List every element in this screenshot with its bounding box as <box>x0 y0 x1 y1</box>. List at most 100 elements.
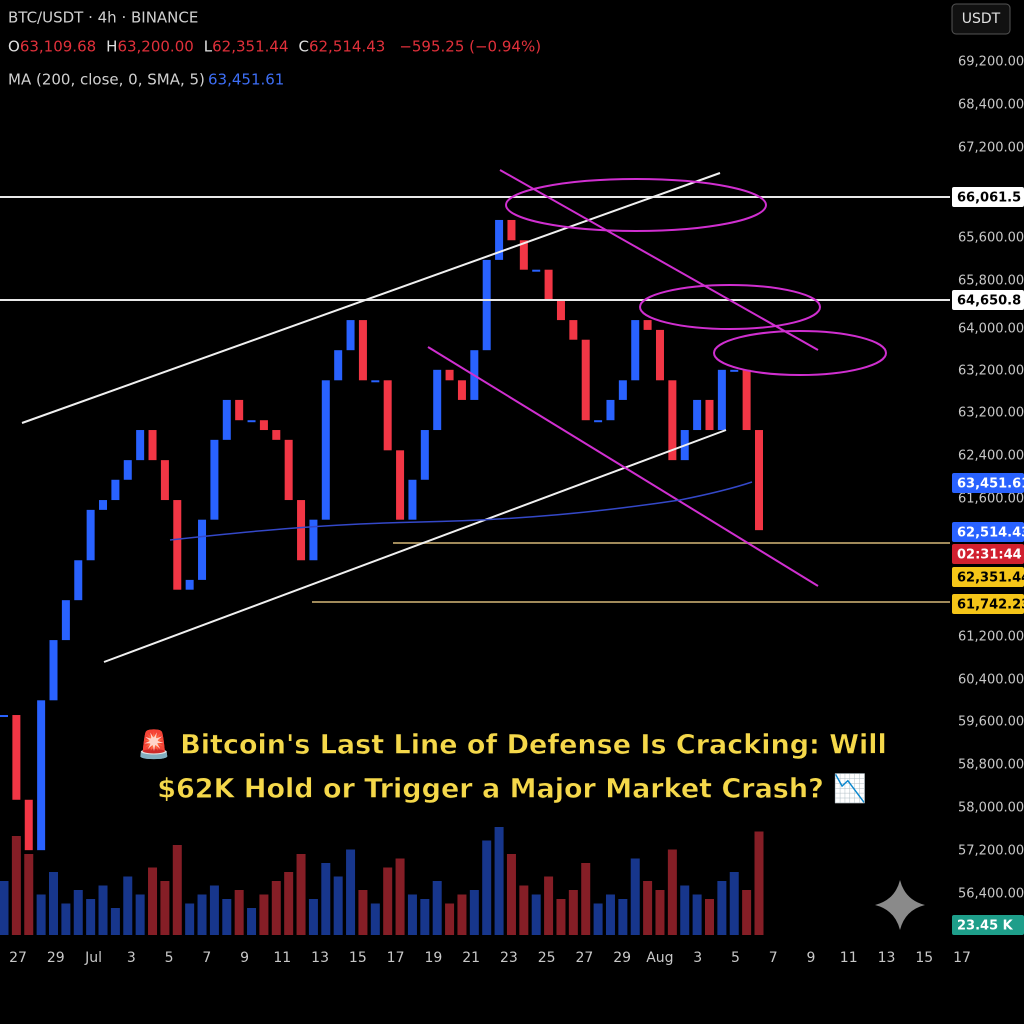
candle-body <box>247 420 256 423</box>
candle-body <box>643 320 652 330</box>
price-badge-text: 62,351.44 <box>957 571 1024 586</box>
highlight-ellipse <box>505 178 767 232</box>
axis-labels: 69,200.00 68,400.00 67,200.00 65,600.00 65,8… <box>9 55 1024 966</box>
price-label: 65,800.00 <box>958 274 1024 289</box>
currency-box[interactable] <box>951 3 1011 35</box>
candle-body <box>235 399 244 421</box>
candle-body <box>742 369 751 431</box>
candle-body <box>37 700 46 851</box>
volume-bar <box>86 899 96 935</box>
price-label: 56,400.00 <box>958 887 1024 902</box>
candle-body <box>668 380 677 461</box>
candle-body <box>495 219 504 260</box>
volume-bar <box>234 890 244 935</box>
ohlc-key: O <box>8 38 20 56</box>
volume-bar <box>49 872 59 935</box>
currency[interactable]: USDT <box>962 11 1001 27</box>
candle-body <box>433 369 442 431</box>
candle-body <box>259 420 268 431</box>
candle-body <box>148 430 157 461</box>
candle-body <box>631 320 640 381</box>
volume-bar <box>457 894 467 935</box>
candle-body <box>99 500 108 510</box>
date-label: 27 <box>575 950 593 966</box>
volume-bar <box>469 890 479 935</box>
sparkle-icon <box>875 880 925 930</box>
trend-line <box>427 346 819 587</box>
candle-body <box>61 600 70 641</box>
price-badge-text: 66,061.5 <box>957 191 1021 206</box>
candle-body <box>160 460 169 501</box>
volume-bar <box>593 903 603 935</box>
candle-body <box>12 715 21 800</box>
volume-bar <box>506 854 516 935</box>
headline: 🚨 Bitcoin's Last Line of Defense Is Crac… <box>137 728 887 805</box>
volume-bar <box>494 827 504 935</box>
volume-bar <box>98 885 108 935</box>
volume-bar <box>445 903 455 935</box>
date-label: Jul <box>84 950 102 966</box>
date-label: 9 <box>806 950 815 966</box>
volume-bar <box>630 858 640 935</box>
annotations <box>0 169 950 930</box>
candle-body <box>519 240 528 270</box>
price-badge <box>952 473 1024 493</box>
date-label: 27 <box>9 950 27 966</box>
price-label: 69,200.00 <box>958 55 1024 70</box>
candle-body <box>49 640 58 701</box>
candle-body <box>346 320 355 351</box>
price-label: 63,200.00 <box>958 406 1024 421</box>
price-badge <box>952 594 1024 614</box>
candle-body <box>371 380 380 383</box>
candle-body <box>581 339 590 421</box>
candle-body <box>457 380 466 400</box>
candle-body <box>198 519 207 580</box>
ohlc-key: L <box>204 38 213 56</box>
date-label: 25 <box>538 950 556 966</box>
volume-bar <box>308 899 318 935</box>
price-badge <box>952 522 1024 542</box>
candle-body <box>0 715 8 718</box>
symbol: BTC/USDT · 4h · BINANCE <box>8 9 198 27</box>
ma-line <box>169 481 753 541</box>
volume-bar <box>73 890 83 935</box>
volume-bar <box>754 831 764 935</box>
candle-body <box>309 519 318 561</box>
price-label: 67,200.00 <box>958 141 1024 156</box>
volume-bar <box>24 854 34 935</box>
date-label: 5 <box>731 950 740 966</box>
candle-body <box>408 479 417 520</box>
volume-bar <box>197 894 207 935</box>
price-label: 61,600.00 <box>958 492 1024 507</box>
candle-body <box>123 460 132 480</box>
volume-bar <box>61 903 71 935</box>
price-badge <box>952 567 1024 587</box>
volume-bar <box>544 876 554 935</box>
price-label: 62,400.00 <box>958 449 1024 464</box>
headline-line: $62K Hold or Trigger a Major Market Cras… <box>157 773 867 805</box>
date-label: 13 <box>878 950 896 966</box>
date-label: 15 <box>915 950 933 966</box>
candle-body <box>655 329 664 381</box>
candle-body <box>297 500 306 561</box>
volume-bar <box>296 854 306 935</box>
candle-body <box>173 500 182 590</box>
ohlc-key: C <box>298 38 308 56</box>
candle-body <box>445 369 454 381</box>
candle-body <box>705 399 714 431</box>
volume-bar <box>259 894 269 935</box>
price-badge-text: 62,514.43 <box>957 526 1024 541</box>
price-badge <box>952 290 1024 310</box>
candle-body <box>210 439 219 520</box>
candle-body <box>420 430 429 480</box>
candle-body <box>507 219 516 241</box>
date-label: 9 <box>240 950 249 966</box>
price-badge-text: 63,451.61 <box>957 477 1024 492</box>
candle-body <box>185 579 194 590</box>
candle-body <box>606 399 615 421</box>
price-badge-text: 64,650.8 <box>957 294 1021 309</box>
volume-bar <box>11 836 21 935</box>
candle-body <box>284 439 293 501</box>
